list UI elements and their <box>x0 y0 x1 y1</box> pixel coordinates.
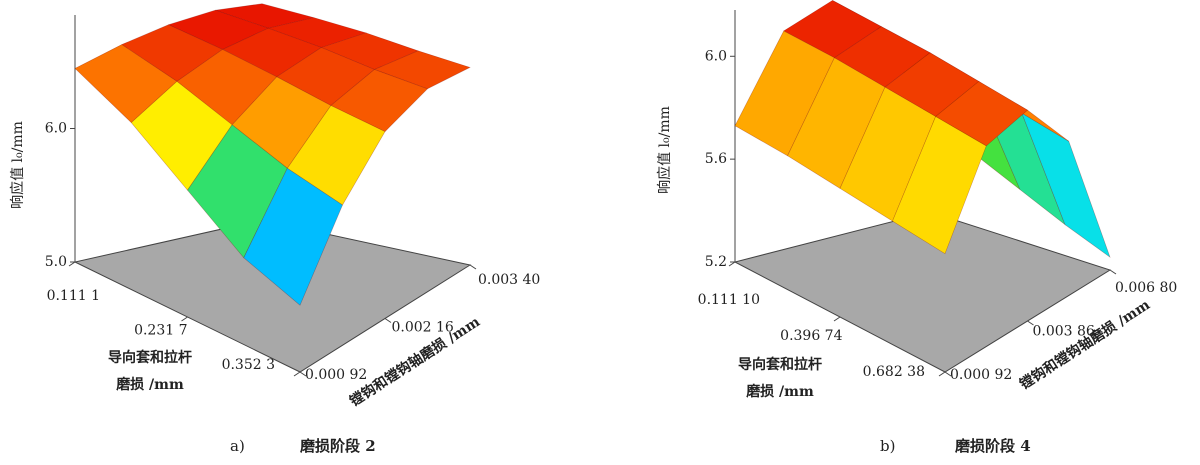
x-tick-label: 0.396 74 <box>780 328 842 344</box>
z-tick-label: 6.0 <box>705 48 727 64</box>
y-tick-label: 0.000 92 <box>305 367 367 383</box>
x-tick <box>181 316 188 322</box>
y-tick-label: 0.003 86 <box>1033 324 1095 340</box>
x-tick <box>68 261 76 267</box>
x-axis-label: 磨损 /mm <box>116 376 184 393</box>
caption-label: a) <box>230 437 245 455</box>
surface-patch <box>935 81 1029 147</box>
x-tick-label: 0.111 10 <box>698 292 760 308</box>
caption-label: b) <box>880 437 895 455</box>
caption: 磨损阶段 2 <box>299 437 376 455</box>
surface-patch <box>330 69 429 132</box>
x-tick <box>728 261 736 267</box>
y-tick <box>944 371 952 377</box>
y-tick-label: 0.002 16 <box>392 320 454 336</box>
caption: 磨损阶段 4 <box>954 437 1031 455</box>
x-axis-label: 导向套和拉杆 <box>738 356 822 373</box>
z-tick-label: 6.0 <box>45 120 67 136</box>
z-tick-label: 5.6 <box>705 151 727 167</box>
y-tick <box>299 371 307 377</box>
z-axis-label: 响应值 l₀/mm <box>656 106 673 194</box>
z-tick-label: 5.0 <box>45 254 67 270</box>
y-tick <box>469 264 477 270</box>
x-tick-label: 0.682 38 <box>863 364 925 380</box>
y-tick <box>1109 269 1117 275</box>
surface-patch <box>243 167 343 306</box>
surface-patch <box>892 116 987 255</box>
x-tick-label: 0.231 7 <box>134 323 187 339</box>
z-tick-label: 5.2 <box>705 254 727 270</box>
y-tick-label: 0.000 92 <box>950 367 1012 383</box>
x-axis-label: 导向套和拉杆 <box>108 349 192 366</box>
y-tick <box>1027 320 1034 326</box>
y-tick-label: 0.006 80 <box>1115 280 1177 296</box>
x-tick-label: 0.111 1 <box>47 288 100 304</box>
x-tick <box>293 371 301 377</box>
x-tick <box>833 316 841 322</box>
y-tick <box>384 318 392 323</box>
y-tick-label: 0.003 40 <box>478 272 540 288</box>
surface-patch <box>1021 112 1111 258</box>
z-axis-label: 响应值 l₀/mm <box>9 121 26 209</box>
x-tick <box>938 371 946 377</box>
x-axis-label: 磨损 /mm <box>746 383 814 400</box>
x-tick-label: 0.352 3 <box>222 357 275 373</box>
